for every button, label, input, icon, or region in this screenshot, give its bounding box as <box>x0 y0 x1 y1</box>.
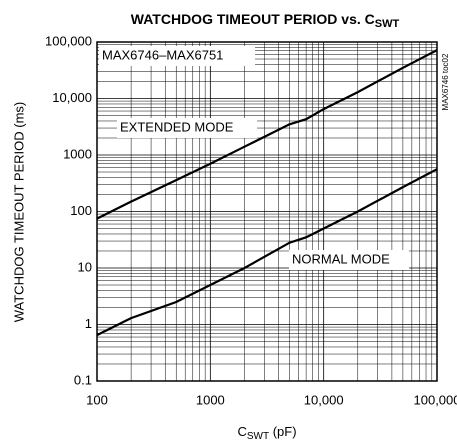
y-tick-label: 1000 <box>63 146 92 161</box>
annotation: EXTENDED MODE <box>120 119 234 134</box>
x-axis-label: CSWT (pF) <box>237 424 296 441</box>
annotation: NORMAL MODE <box>292 251 390 266</box>
y-tick-label: 10 <box>78 259 92 274</box>
x-label-subscript: SWT <box>247 431 269 442</box>
y-tick-label: 0.1 <box>74 372 92 387</box>
x-tick-label: 1000 <box>196 392 225 407</box>
title-subscript: SWT <box>375 18 400 30</box>
x-tick-label: 10,000 <box>304 392 344 407</box>
series-line <box>96 168 438 337</box>
x-tick-label: 100,000 <box>414 392 457 407</box>
label-background <box>117 118 257 138</box>
figure-id: MAX6746 toc02 <box>441 53 450 110</box>
x-tick-label: 100 <box>86 392 108 407</box>
annotation: MAX6746–MAX6751 <box>102 47 223 62</box>
title-text: WATCHDOG TIMEOUT PERIOD vs. C <box>131 11 375 27</box>
series-line <box>96 49 438 220</box>
plot-frame <box>96 41 438 382</box>
x-label-text: C <box>237 424 246 439</box>
y-tick-label: 10,000 <box>52 90 92 105</box>
label-background <box>99 46 255 66</box>
y-tick-label: 1 <box>85 316 92 331</box>
label-background <box>289 250 409 270</box>
y-tick-label: 100 <box>70 203 92 218</box>
y-tick-label: 100,000 <box>45 33 92 48</box>
chart-title: WATCHDOG TIMEOUT PERIOD vs. CSWT <box>131 11 400 30</box>
x-label-unit: (pF) <box>269 424 296 439</box>
y-axis-label: WATCHDOG TIMEOUT PERIOD (ms) <box>11 102 26 323</box>
